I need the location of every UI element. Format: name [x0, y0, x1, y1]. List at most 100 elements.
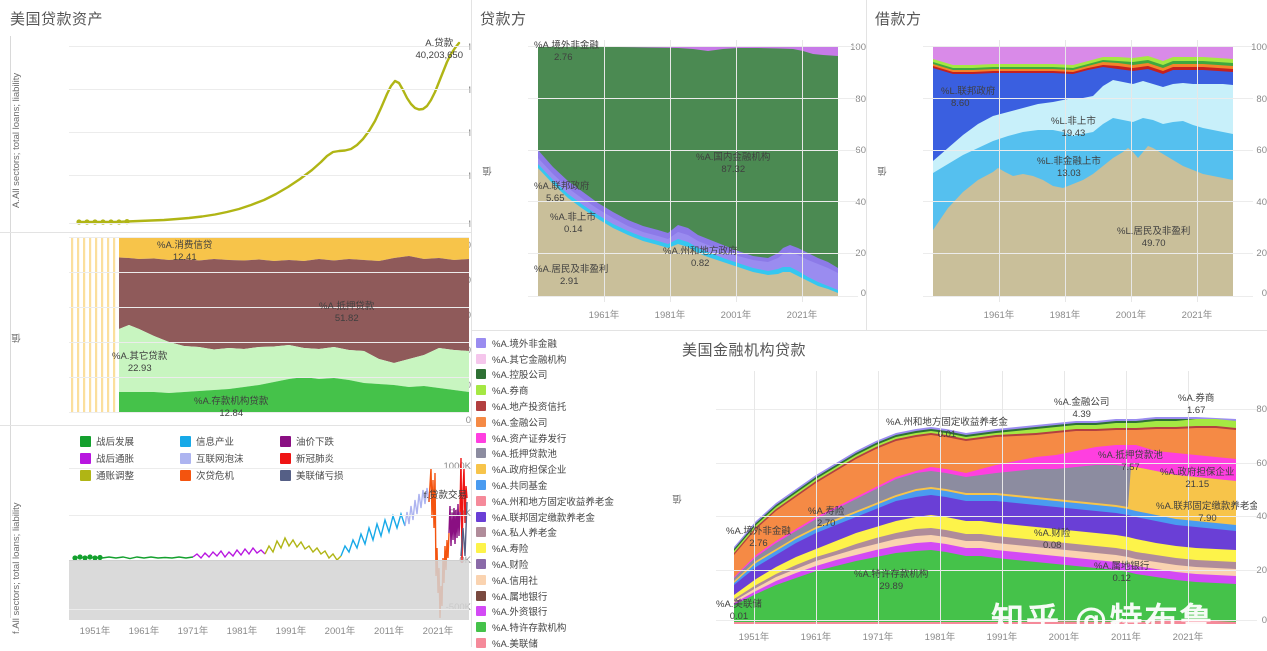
- composition-label-other: %A.其它贷款 22.93: [112, 351, 168, 374]
- legend-item[interactable]: %A.金融公司: [476, 414, 626, 430]
- legend-item[interactable]: 战后通胀: [80, 451, 170, 465]
- institutions-label-territorial-bank: %A.属地银行 0.12: [1094, 561, 1150, 584]
- x-tick: 1961年: [588, 310, 620, 321]
- gridline: [69, 560, 469, 561]
- legend-item[interactable]: %A.其它金融机构: [476, 351, 626, 367]
- legend-swatch: [180, 435, 191, 447]
- institutions-label-state-pension: %A.州和地方固定收益养老金 0.01: [886, 417, 1008, 440]
- legend-swatch: [476, 527, 486, 538]
- lenders-label-unlisted: %A.非上市 0.14: [550, 212, 596, 235]
- legend-item[interactable]: 信息产业: [180, 434, 270, 448]
- legend-item[interactable]: %A.私人养老金: [476, 525, 626, 541]
- institutions-label-gse: %A.政府担保企业 21.15: [1160, 467, 1235, 490]
- lenders-label-domestic: %A.国内金融机构 87.32: [696, 152, 771, 175]
- vertical-gridline: [1065, 40, 1066, 302]
- panel-loan-composition: 值 100 80 60 40 20 0: [0, 233, 471, 426]
- legend-swatch: [476, 480, 486, 491]
- legend-swatch: [476, 432, 486, 443]
- legend-label: 油价下跌: [296, 437, 335, 448]
- gridline: [528, 98, 858, 99]
- legend-item[interactable]: %A.州和地方固定收益养老金: [476, 493, 626, 509]
- x-tick: 2001年: [1115, 310, 1147, 321]
- y-axis-title-loan-assets: A.All sectors; total loans; liability: [11, 72, 22, 208]
- institutions-label-federal-dc-pension: %A.联邦固定缴款养老金 7.90: [1156, 501, 1257, 524]
- legend-item[interactable]: %A.抵押贷款池: [476, 446, 626, 462]
- gridline: [69, 468, 469, 469]
- legend-item[interactable]: %A.政府担保企业: [476, 461, 626, 477]
- axis-line: [10, 233, 11, 425]
- gridline: [528, 296, 858, 297]
- gridline: [69, 272, 469, 273]
- legend-item[interactable]: %A.寿险: [476, 540, 626, 556]
- legend-item[interactable]: 互联网泡沫: [180, 451, 270, 465]
- composition-label-mortgage: %A.抵押贷款 51.82: [319, 301, 375, 324]
- legend-label: %A.外资银行: [492, 607, 548, 619]
- vertical-gridline: [754, 371, 755, 624]
- legend-label: 互联网泡沫: [196, 454, 244, 465]
- composition-label-consumer: %A.消费信贷 12.41: [157, 240, 213, 263]
- gridline: [69, 89, 469, 90]
- plot-lenders: %A.境外非金融 2.76 %A.国内金融机构 87.32 %A.联邦政府 5.…: [528, 40, 858, 302]
- vertical-gridline: [802, 40, 803, 302]
- loan-composition-areas: [71, 237, 469, 413]
- plot-loan-flows: f.贷款交易: [69, 428, 469, 620]
- lenders-areas: [538, 46, 838, 296]
- axis-line: [10, 36, 11, 232]
- gridline: [923, 98, 1253, 99]
- legend-item[interactable]: 通账调整: [80, 468, 170, 482]
- borrowers-label-federal: %L.联邦政府 8.60: [941, 86, 996, 109]
- legend-label: %A.私人养老金: [492, 528, 557, 540]
- legend-item[interactable]: %A.共同基金: [476, 477, 626, 493]
- y-axis-title-lenders: 值: [483, 166, 494, 177]
- legend-label: 战后发展: [96, 437, 135, 448]
- vertical-gridline: [1064, 371, 1065, 624]
- legend-label: 信息产业: [196, 437, 235, 448]
- gridline: [923, 201, 1253, 202]
- legend-swatch: [476, 337, 486, 348]
- legend-item[interactable]: 美联储亏损: [280, 468, 370, 482]
- legend-label: %A.美联储: [492, 639, 538, 651]
- legend-item[interactable]: %A.外资银行: [476, 604, 626, 620]
- legend-label: %A.境外非金融: [492, 338, 557, 350]
- panel-title-borrowers: 借款方: [875, 10, 922, 28]
- legend-label: %A.其它金融机构: [492, 354, 567, 366]
- legend-label: %A.政府担保企业: [492, 465, 567, 477]
- y-tick: 0: [1261, 288, 1267, 299]
- legend-swatch: [476, 590, 486, 601]
- legend-swatch: [476, 511, 486, 522]
- legend-item[interactable]: 油价下跌: [280, 434, 370, 448]
- gridline: [69, 223, 469, 224]
- gridline: [69, 609, 469, 610]
- y-tick: 20: [1256, 565, 1267, 576]
- legend-item[interactable]: 次贷危机: [180, 468, 270, 482]
- legend-swatch: [80, 452, 91, 464]
- gridline: [69, 342, 469, 343]
- legend-item[interactable]: %A.境外非金融: [476, 335, 626, 351]
- legend-label: %A.财险: [492, 560, 529, 572]
- legend-item[interactable]: %A.信用社: [476, 572, 626, 588]
- vertical-gridline: [670, 40, 671, 302]
- x-tick: 2001年: [324, 626, 356, 637]
- legend-swatch: [476, 574, 486, 585]
- legend-item[interactable]: 战后发展: [80, 434, 170, 448]
- legend-swatch: [80, 469, 91, 481]
- legend-item[interactable]: %A.券商: [476, 382, 626, 398]
- legend-item[interactable]: %A.地产投资信托: [476, 398, 626, 414]
- flows-annotation: f.贷款交易: [423, 490, 467, 501]
- x-tick: 1981年: [924, 632, 956, 643]
- panel-divider-right: [472, 330, 1267, 331]
- legend-item[interactable]: %A.属地银行: [476, 588, 626, 604]
- vertical-gridline: [604, 40, 605, 302]
- x-tick: 1951年: [79, 626, 111, 637]
- legend-item[interactable]: %A.联邦固定缴款养老金: [476, 509, 626, 525]
- legend-item[interactable]: %A.资产证券发行: [476, 430, 626, 446]
- legend-item[interactable]: 新冠肺炎: [280, 451, 370, 465]
- legend-item[interactable]: %A.财险: [476, 556, 626, 572]
- legend-item[interactable]: %A.特许存款机构: [476, 619, 626, 635]
- x-tick: 2011年: [1111, 632, 1141, 643]
- legend-label: %A.抵押贷款池: [492, 449, 557, 461]
- plot-borrowers: %L.联邦政府 8.60 %L.非上市 19.43 %L.非金融上市 13.03…: [923, 40, 1253, 302]
- legend-item[interactable]: %A.美联储: [476, 635, 626, 651]
- legend-label: %A.控股公司: [492, 370, 548, 382]
- legend-item[interactable]: %A.控股公司: [476, 367, 626, 383]
